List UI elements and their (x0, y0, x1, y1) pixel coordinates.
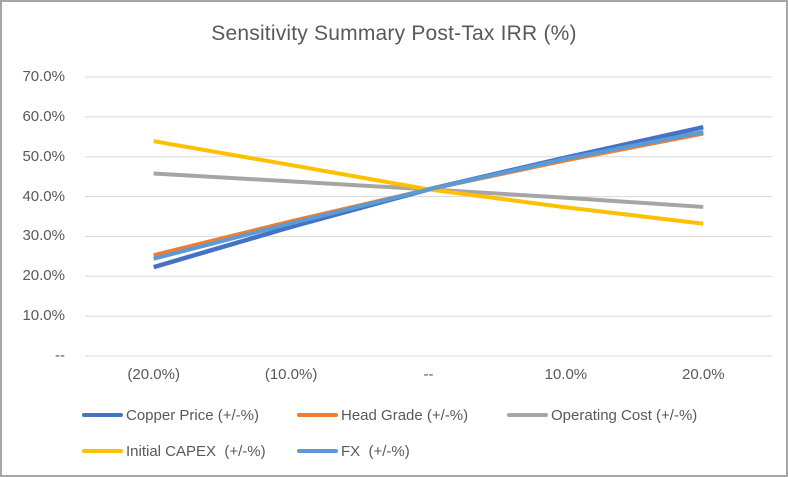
series-line-5 (153, 130, 704, 261)
legend-label: FX (+/-%) (341, 442, 410, 460)
x-tick-label: 10.0% (544, 366, 588, 383)
legend-line-swatch (297, 449, 338, 453)
y-tick-label: 30.0% (22, 227, 65, 245)
legend-label: Operating Cost (+/-%) (551, 406, 698, 424)
legend-item: Initial CAPEX (+/-%) (82, 442, 266, 460)
legend-item: FX (+/-%) (297, 442, 410, 460)
x-tick-label: 20.0% (682, 366, 725, 383)
legend-line-swatch (297, 413, 338, 417)
x-tick-label: -- (423, 366, 434, 383)
legend-item: Operating Cost (+/-%) (507, 406, 697, 424)
series-line-4 (153, 139, 704, 226)
y-tick-label: 60.0% (22, 107, 65, 125)
legend-item: Copper Price (+/-%) (82, 406, 259, 424)
y-tick-label: 50.0% (22, 147, 65, 165)
x-tick-label: (10.0%) (264, 366, 318, 383)
chart-title: Sensitivity Summary Post-Tax IRR (%) (211, 22, 577, 45)
y-tick-label: 40.0% (22, 187, 65, 205)
y-tick-label: 20.0% (22, 267, 65, 285)
legend-label: Copper Price (+/-%) (126, 406, 259, 424)
y-tick-label: 10.0% (22, 307, 65, 325)
legend-line-swatch (507, 413, 548, 417)
y-tick-label: 70.0% (22, 68, 65, 85)
y-tick-label: -- (55, 347, 65, 364)
legend-item: Head Grade (+/-%) (297, 406, 468, 424)
legend-label: Head Grade (+/-%) (341, 406, 469, 424)
legend-line-swatch (82, 449, 123, 453)
x-tick-label: (20.0%) (127, 366, 180, 383)
legend-line-swatch (82, 413, 123, 417)
legend-label: Initial CAPEX (+/-%) (126, 442, 266, 460)
